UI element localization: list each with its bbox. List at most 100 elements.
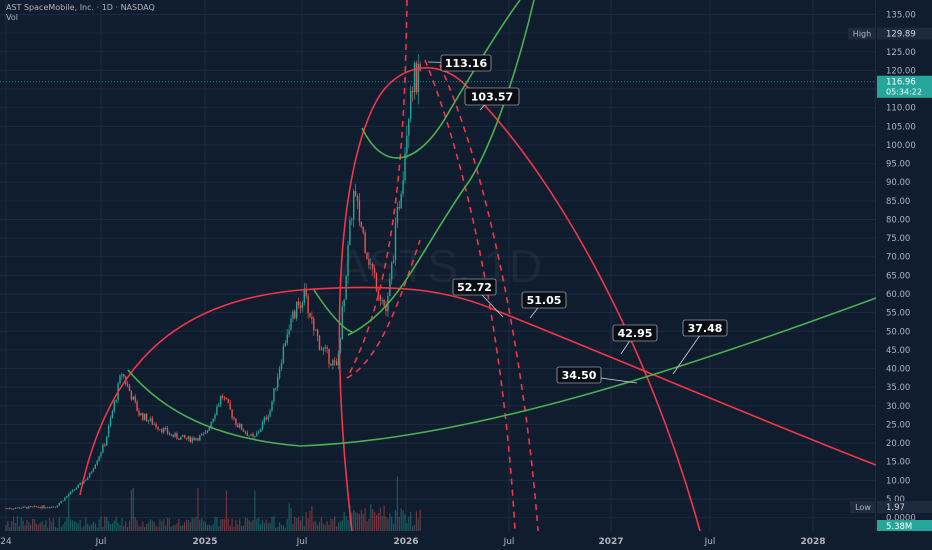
- candle-body: [45, 507, 47, 509]
- candle-body: [225, 397, 228, 400]
- volume-bar: [89, 526, 91, 531]
- candle-body: [35, 506, 38, 508]
- volume-bar: [73, 521, 75, 531]
- volume-bar: [151, 520, 153, 531]
- volume-bar: [303, 525, 305, 531]
- volume-bar: [83, 525, 85, 531]
- candle-body: [201, 434, 203, 436]
- candle-body: [185, 437, 188, 440]
- volume-bar: [296, 518, 298, 531]
- candle-body: [259, 428, 262, 432]
- high-badge-tag: [848, 27, 876, 40]
- volume-bar: [155, 525, 157, 531]
- volume-value: 5.38M: [886, 522, 912, 532]
- volume-bar: [14, 522, 17, 531]
- volume-bar: [309, 510, 311, 531]
- candle-body: [410, 90, 412, 119]
- candle-body: [30, 506, 32, 508]
- candle-body: [381, 299, 383, 301]
- candle-body: [402, 180, 404, 194]
- candle-body: [269, 410, 271, 417]
- volume-bar: [98, 519, 100, 531]
- volume-bar: [299, 520, 302, 531]
- volume-bar: [326, 521, 328, 531]
- candle-body: [153, 424, 155, 426]
- volume-bar: [330, 518, 332, 531]
- candle-body: [332, 360, 334, 366]
- volume-bar: [144, 527, 146, 531]
- candle-body: [273, 388, 275, 402]
- candle-body: [62, 500, 64, 502]
- candle-body: [337, 353, 340, 365]
- candle-body: [316, 329, 319, 336]
- candle-body: [210, 421, 212, 428]
- candle-body: [351, 219, 353, 221]
- candle-body: [24, 506, 26, 508]
- candle-body: [111, 411, 114, 419]
- volume-bar: [413, 524, 416, 531]
- candle-body: [172, 434, 174, 437]
- candle-body: [250, 434, 252, 436]
- volume-bar: [56, 527, 58, 531]
- volume-bar: [237, 524, 239, 531]
- volume-bar: [394, 509, 397, 531]
- candle-body: [79, 482, 81, 485]
- volume-bar: [195, 516, 197, 531]
- volume-bar: [393, 523, 395, 531]
- y-tick-label: 5.00: [886, 495, 905, 505]
- candle-body: [309, 313, 311, 317]
- volume-bar: [100, 516, 102, 531]
- countdown-value: 05:34:22: [886, 88, 922, 97]
- candle-body: [69, 491, 72, 495]
- volume-bar: [87, 523, 89, 531]
- red-dashed-mid: [424, 59, 516, 532]
- volume-bar: [343, 511, 345, 531]
- volume-bar: [396, 476, 398, 531]
- green-arc-long: [127, 297, 877, 447]
- volume-bar: [406, 523, 408, 531]
- candle-body: [214, 414, 216, 419]
- x-tick-label: Jul: [503, 537, 515, 547]
- candle-body: [94, 464, 96, 469]
- candle-body: [130, 391, 133, 400]
- candle-body: [231, 409, 233, 418]
- candle-body: [292, 311, 294, 320]
- red-dashed-left: [346, 239, 421, 379]
- candle-body: [64, 497, 66, 501]
- time-axis[interactable]: 24 Jul 2025 Jul 2026 Jul 2027 Jul 2028: [0, 537, 825, 547]
- fan-curves: [79, 0, 877, 532]
- x-tick-label: Jul: [296, 537, 308, 547]
- volume-bar: [389, 513, 391, 531]
- volume-bar: [279, 522, 281, 531]
- volume-bar: [159, 519, 161, 531]
- candle-body: [193, 437, 195, 441]
- volume-bar: [324, 524, 326, 531]
- annotation-value: 51.05: [527, 294, 562, 307]
- volume-bar: [282, 525, 284, 531]
- low-badge-tag: [850, 501, 876, 513]
- annotation-box: [556, 366, 602, 384]
- volume-bar: [81, 527, 83, 531]
- volume-bar: [368, 519, 370, 531]
- candle-body: [341, 306, 343, 340]
- volume-label[interactable]: Vol: [6, 13, 18, 22]
- green-arc-top: [361, 0, 521, 159]
- y-tick-label: 125.00: [886, 48, 916, 58]
- candle-body: [265, 417, 267, 420]
- volume-bar: [356, 513, 359, 531]
- volume-bar: [185, 519, 188, 531]
- volume-bar: [313, 521, 315, 531]
- candle-body: [391, 262, 393, 280]
- volume-bar: [102, 526, 104, 531]
- volume-bar: [246, 518, 248, 531]
- y-tick-label: 30.00: [886, 402, 910, 412]
- volume-bar: [208, 524, 210, 531]
- volume-bar: [13, 516, 15, 531]
- candle-body: [417, 63, 419, 93]
- x-tick-label: 2025: [192, 537, 217, 547]
- volume-bar: [104, 516, 106, 531]
- volume-bar: [125, 521, 127, 531]
- volume-bar: [39, 522, 41, 531]
- symbol-title[interactable]: AST SpaceMobile, Inc. · 1D · NASDAQ: [6, 3, 155, 12]
